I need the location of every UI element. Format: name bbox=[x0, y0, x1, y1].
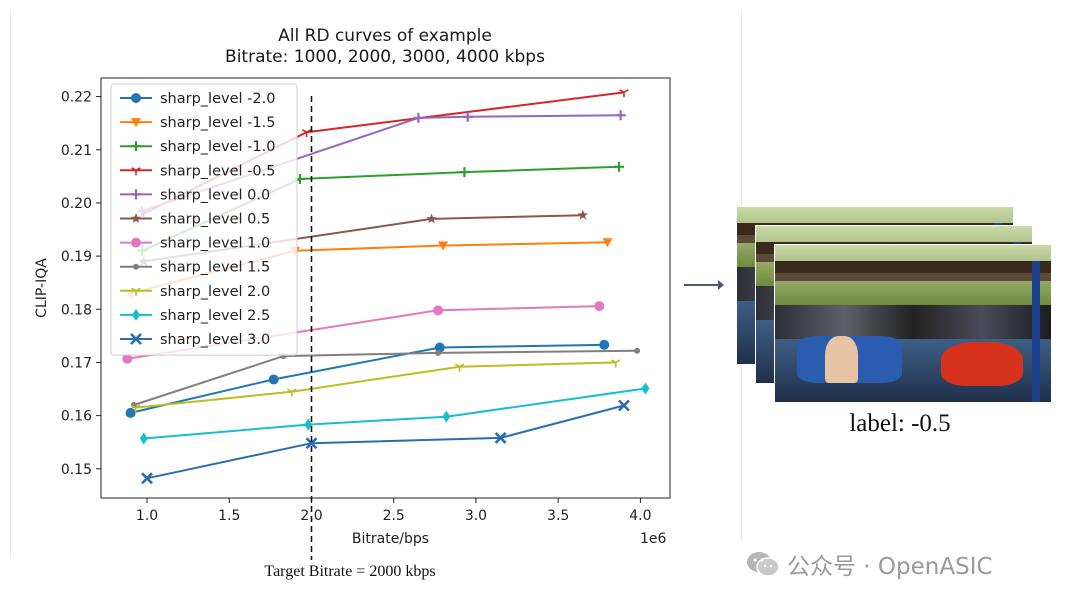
data-point bbox=[287, 388, 297, 397]
legend-label: sharp_level -0.5 bbox=[160, 163, 275, 179]
data-point bbox=[413, 112, 424, 123]
series-line bbox=[130, 343, 605, 414]
legend-label: sharp_level 1.0 bbox=[160, 236, 270, 252]
watermark: 公众号 · OpenASIC bbox=[745, 549, 993, 580]
legend-marker bbox=[133, 263, 139, 270]
data-point bbox=[130, 404, 141, 413]
legend-label: sharp_level 0.0 bbox=[160, 187, 270, 203]
y-tick-label: 0.15 bbox=[61, 462, 92, 478]
y-tick-label: 0.18 bbox=[61, 302, 92, 318]
series-line bbox=[146, 404, 625, 480]
chart-title: All RD curves of example bbox=[278, 26, 492, 46]
legend-label: sharp_level -1.0 bbox=[160, 139, 275, 155]
data-point bbox=[426, 213, 437, 224]
y-tick-label: 0.20 bbox=[61, 196, 92, 212]
data-point bbox=[438, 241, 449, 251]
legend-marker bbox=[132, 308, 140, 321]
data-point bbox=[454, 363, 465, 372]
data-point bbox=[494, 432, 507, 444]
data-point bbox=[442, 410, 451, 423]
rd-curves-chart: 1.0 1.5 2.0 2.5 3.0 3.5 4.00.150.160.170.180.1… bbox=[34, 77, 671, 560]
x-axis-label: Bitrate/bps bbox=[352, 531, 429, 547]
sample-label: label: -0.5 bbox=[849, 410, 951, 437]
data-point bbox=[614, 161, 625, 172]
data-point bbox=[301, 129, 312, 138]
data-point bbox=[577, 209, 589, 220]
legend-marker bbox=[131, 167, 141, 176]
x-tick-label: 4.0 bbox=[629, 508, 651, 524]
legend-label: sharp_level 3.0 bbox=[160, 332, 270, 348]
y-tick-label: 0.19 bbox=[61, 249, 92, 265]
legend-box bbox=[110, 83, 298, 356]
data-point bbox=[141, 472, 153, 485]
legend-marker bbox=[131, 189, 141, 200]
plot-frame bbox=[100, 77, 671, 499]
data-point bbox=[641, 382, 650, 395]
right-arrow-icon bbox=[684, 280, 724, 290]
watermark-text: 公众号 · OpenASIC bbox=[787, 554, 993, 580]
data-point bbox=[462, 111, 473, 122]
legend-label: sharp_level -1.5 bbox=[160, 115, 275, 131]
data-point bbox=[618, 399, 630, 412]
data-point bbox=[304, 418, 313, 431]
data-point bbox=[139, 432, 148, 445]
x-offset-label: 1e6 bbox=[640, 531, 667, 547]
legend-label: sharp_level 2.5 bbox=[160, 308, 270, 324]
y-tick-label: 0.22 bbox=[61, 90, 92, 106]
data-point bbox=[268, 374, 279, 385]
legend-label: sharp_level -2.0 bbox=[160, 91, 275, 107]
data-point bbox=[305, 437, 318, 450]
y-tick-label: 0.16 bbox=[61, 409, 92, 425]
data-point bbox=[619, 89, 629, 98]
legend-marker bbox=[131, 287, 141, 296]
series-line bbox=[133, 349, 638, 406]
sample-frame-stack bbox=[737, 207, 1057, 407]
data-point bbox=[615, 110, 626, 121]
legend-marker bbox=[131, 93, 141, 103]
data-point bbox=[122, 353, 133, 364]
sample-frame-front bbox=[775, 245, 1051, 402]
legend-marker bbox=[130, 213, 142, 223]
chart-title-block: All RD curves of example Bitrate: 1000, … bbox=[100, 26, 670, 68]
x-tick-label: 1.5 bbox=[218, 508, 240, 524]
data-point bbox=[433, 305, 444, 316]
left-divider bbox=[10, 10, 11, 558]
x-tick-label: 2.5 bbox=[383, 508, 405, 524]
data-point bbox=[599, 339, 610, 350]
data-point bbox=[459, 167, 470, 178]
x-tick-label: 3.5 bbox=[547, 508, 569, 524]
legend-label: sharp_level 2.0 bbox=[160, 284, 270, 300]
legend-label: sharp_level 0.5 bbox=[160, 212, 270, 228]
data-point bbox=[125, 407, 136, 418]
data-point bbox=[594, 301, 605, 312]
x-tick-label: 1.0 bbox=[136, 508, 158, 524]
legend-label: sharp_level 1.5 bbox=[160, 260, 270, 276]
legend-marker bbox=[131, 237, 141, 248]
x-tick-label: 3.0 bbox=[465, 508, 487, 524]
data-point bbox=[435, 349, 442, 356]
data-point bbox=[610, 359, 621, 368]
target-bitrate-label: Target Bitrate = 2000 kbps bbox=[264, 563, 436, 580]
y-axis-label: CLIP-IQA bbox=[34, 258, 50, 318]
wechat-icon bbox=[747, 552, 780, 577]
series-line bbox=[143, 387, 646, 440]
legend-marker bbox=[130, 333, 142, 345]
legend-marker bbox=[131, 118, 141, 128]
data-point bbox=[634, 347, 641, 354]
y-tick-label: 0.21 bbox=[61, 143, 92, 159]
y-tick-label: 0.17 bbox=[61, 355, 92, 371]
chart-subtitle: Bitrate: 1000, 2000, 3000, 4000 kbps bbox=[225, 47, 545, 67]
legend-marker bbox=[131, 141, 141, 152]
data-point bbox=[602, 238, 613, 248]
series-line bbox=[135, 361, 616, 409]
